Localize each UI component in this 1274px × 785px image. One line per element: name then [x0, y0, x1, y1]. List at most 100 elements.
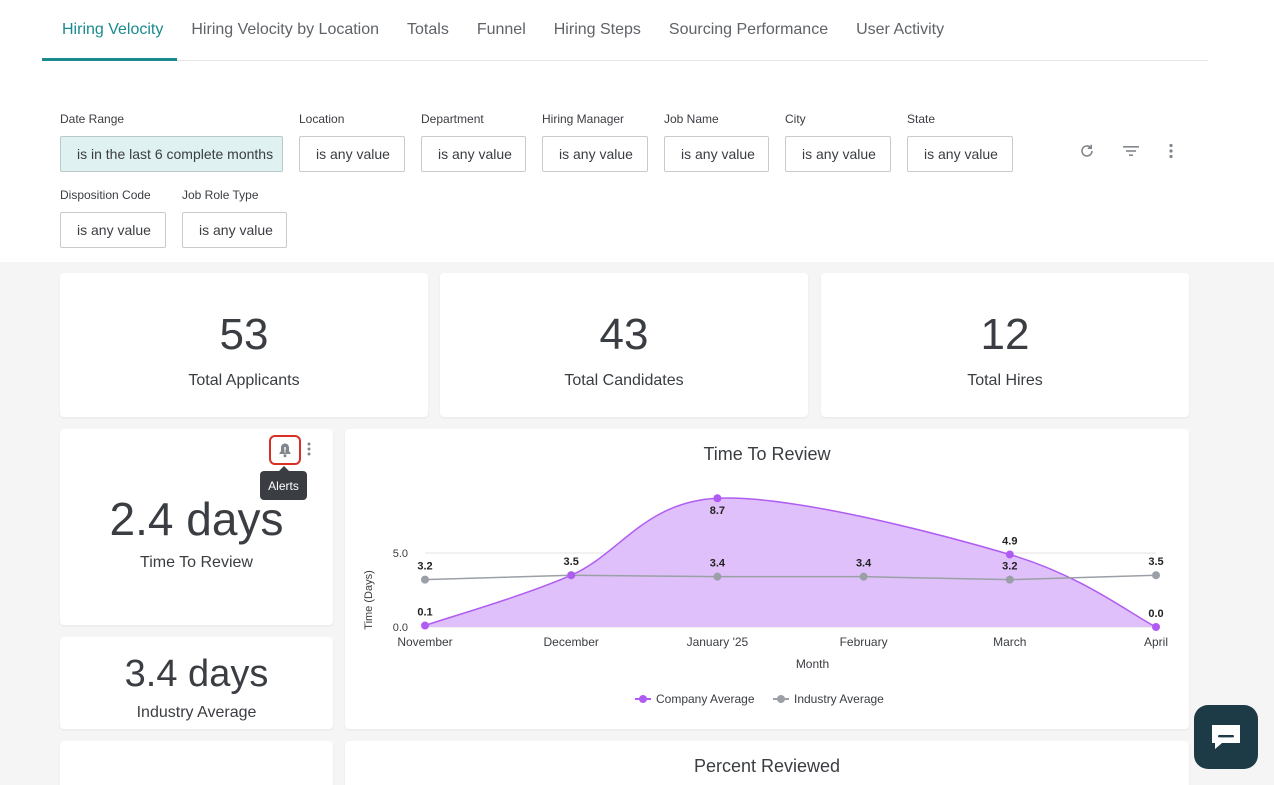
- filter-icon[interactable]: [1121, 141, 1141, 161]
- y-tick-label: 5.0: [393, 548, 408, 560]
- bottom-kpi-card: [60, 741, 333, 785]
- filter-state: State is any value: [907, 112, 1013, 172]
- company-average-point: [567, 571, 576, 580]
- tab-list: Hiring Velocity Hiring Velocity by Locat…: [42, 0, 1208, 61]
- industry-average-point: [1152, 571, 1160, 580]
- company-average-point: [421, 621, 429, 630]
- alerts-bell-icon[interactable]: [269, 435, 301, 465]
- kpi-label: Industry Average: [136, 704, 257, 721]
- company-average-line: [424, 497, 1157, 628]
- x-tick-label: April: [1144, 635, 1168, 649]
- industry-average-line: [424, 574, 1157, 581]
- tabs-bar: Hiring Velocity Hiring Velocity by Locat…: [0, 0, 1274, 100]
- alerts-tooltip: Alerts: [260, 466, 307, 500]
- filter-job-name: Job Name is any value: [664, 112, 769, 172]
- x-tick-label: January '25: [687, 635, 749, 649]
- kpi-label: Time To Review: [140, 554, 253, 571]
- tab-funnel[interactable]: Funnel: [476, 20, 526, 38]
- y-axis-label: Time (Days): [363, 570, 375, 629]
- total-applicants-card: 53 Total Applicants: [60, 273, 428, 417]
- x-tick-label: December: [544, 635, 599, 649]
- filter-label: City: [785, 112, 806, 126]
- kpi-value: 3.4 days: [124, 653, 269, 695]
- company-data-label: 4.9: [1002, 535, 1017, 547]
- filter-hiring-manager: Hiring Manager is any value: [542, 112, 648, 172]
- industry-average-point: [859, 572, 868, 581]
- date-range-dropdown[interactable]: is in the last 6 complete months: [60, 136, 283, 172]
- x-tick-label: March: [993, 635, 1026, 649]
- state-dropdown[interactable]: is any value: [907, 136, 1013, 172]
- hiring-manager-dropdown[interactable]: is any value: [542, 136, 648, 172]
- industry-average-card: 3.4 days Industry Average: [60, 637, 333, 729]
- tab-hiring-steps[interactable]: Hiring Steps: [553, 20, 641, 38]
- filter-label: Disposition Code: [60, 188, 151, 202]
- company-data-label: 0.0: [1148, 608, 1163, 620]
- filter-label: Job Role Type: [182, 188, 259, 202]
- filter-department: Department is any value: [421, 112, 526, 172]
- y-tick-label: 0.0: [393, 622, 408, 634]
- filter-label: Hiring Manager: [542, 112, 625, 126]
- industry-data-label: 3.4: [856, 558, 872, 570]
- legend-label: Industry Average: [794, 692, 884, 706]
- tab-totals[interactable]: Totals: [407, 20, 449, 38]
- time-to-review-chart: 0.0 5.0 Time (Days) 3.2 3.4 3.4 3.2 3.5 0.1 3.5 8.…: [363, 494, 1168, 706]
- industry-average-point: [1005, 575, 1014, 584]
- tab-user-activity[interactable]: User Activity: [856, 20, 945, 38]
- filter-label: State: [907, 112, 936, 126]
- disposition-code-dropdown[interactable]: is any value: [60, 212, 166, 248]
- kpi-value: 43: [599, 310, 649, 359]
- chart-title: Percent Reviewed: [693, 756, 841, 776]
- legend-swatch-point: [639, 695, 647, 703]
- filter-label: Job Name: [664, 112, 719, 126]
- job-name-dropdown[interactable]: is any value: [664, 136, 769, 172]
- company-average-point: [713, 494, 722, 503]
- kpi-label: Total Candidates: [564, 372, 684, 389]
- department-dropdown[interactable]: is any value: [421, 136, 526, 172]
- company-data-label: 8.7: [710, 505, 725, 517]
- filter-label: Location: [299, 112, 345, 126]
- x-tick-label: November: [397, 635, 452, 649]
- industry-data-label: 3.5: [1148, 556, 1163, 568]
- company-average-point: [1152, 623, 1160, 631]
- filter-job-role-type: Job Role Type is any value: [182, 188, 287, 248]
- industry-average-point: [421, 575, 429, 584]
- chat-launcher-button[interactable]: [1194, 705, 1258, 769]
- company-data-label: 0.1: [417, 607, 432, 619]
- total-hires-card: 12 Total Hires: [821, 273, 1189, 417]
- kpi-label: Total Applicants: [188, 372, 300, 389]
- x-tick-label: February: [840, 635, 888, 649]
- kpi-value: 53: [219, 310, 269, 359]
- card-more-icon[interactable]: [306, 441, 312, 457]
- industry-data-label: 3.2: [417, 561, 432, 573]
- time-to-review-chart-card: Time To Review 0.0 5.0 Time (Days) 3.2 3.4 3.…: [345, 429, 1189, 729]
- time-to-review-card: 2.4 days Time To Review: [60, 429, 333, 625]
- total-candidates-card: 43 Total Candidates: [440, 273, 808, 417]
- tab-hiring-velocity-by-location[interactable]: Hiring Velocity by Location: [191, 20, 380, 38]
- chart-title: Time To Review: [703, 444, 831, 464]
- filter-date-range: Date Range is in the last 6 complete mon…: [60, 112, 283, 172]
- tab-sourcing-performance[interactable]: Sourcing Performance: [668, 20, 829, 38]
- legend-swatch-point: [777, 695, 785, 703]
- city-dropdown[interactable]: is any value: [785, 136, 891, 172]
- kpi-value: 2.4 days: [109, 493, 284, 545]
- more-options-icon[interactable]: [1161, 141, 1181, 161]
- company-average-area: [425, 498, 1156, 627]
- refresh-icon[interactable]: [1077, 141, 1097, 161]
- tab-hiring-velocity[interactable]: Hiring Velocity: [42, 0, 178, 61]
- filter-location: Location is any value: [299, 112, 405, 172]
- percent-reviewed-card: Percent Reviewed: [345, 741, 1189, 785]
- x-axis-label: Month: [796, 657, 829, 671]
- company-data-label: 3.5: [564, 556, 579, 568]
- filter-label: Department: [421, 112, 484, 126]
- industry-data-label: 3.2: [1002, 561, 1017, 573]
- industry-data-label: 3.4: [710, 558, 726, 570]
- location-dropdown[interactable]: is any value: [299, 136, 405, 172]
- industry-average-point: [713, 572, 722, 581]
- filter-city: City is any value: [785, 112, 891, 172]
- job-role-type-dropdown[interactable]: is any value: [182, 212, 287, 248]
- kpi-value: 12: [980, 310, 1030, 359]
- kpi-label: Total Hires: [967, 372, 1043, 389]
- legend-label: Company Average: [656, 692, 755, 706]
- chat-icon: [1212, 725, 1240, 749]
- filter-label: Date Range: [60, 112, 125, 126]
